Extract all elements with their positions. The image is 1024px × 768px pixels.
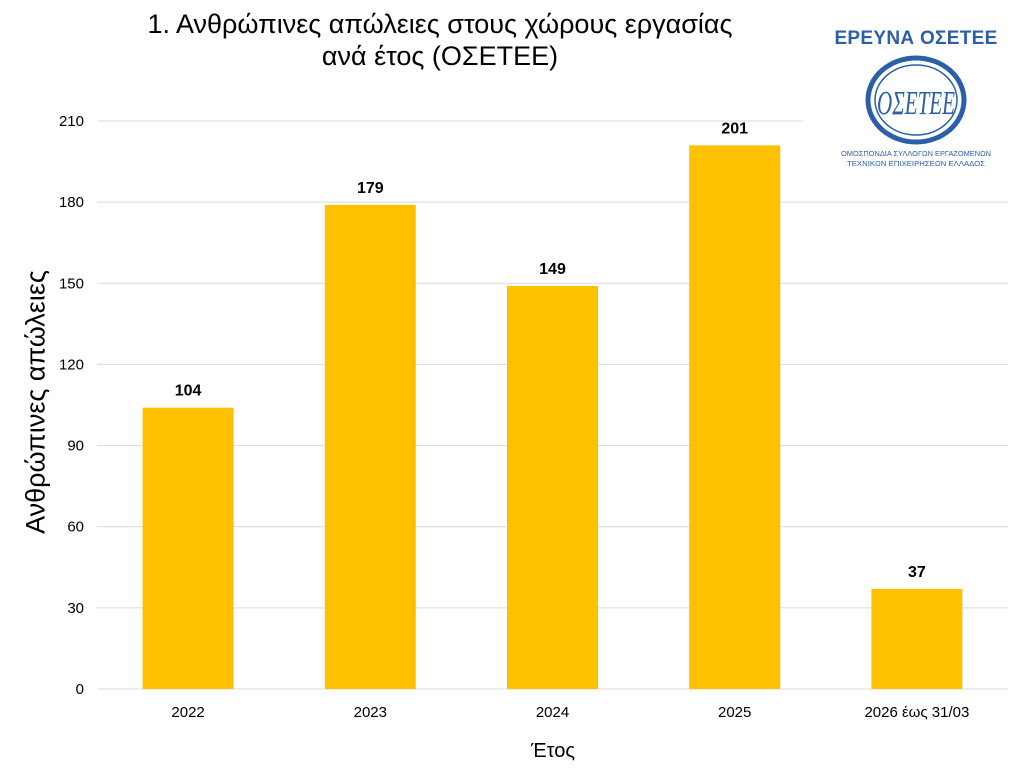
logo-caption-line-1: ΟΜΟΣΠΟΝΔΙΑ ΣΥΛΛΟΓΩΝ ΕΡΓΑΖΟΜΕΝΩΝ (841, 149, 991, 158)
y-tick-label: 30 (67, 600, 84, 617)
chart-title: 1. Ανθρώπινες απώλειες στους χώρους εργα… (60, 8, 820, 72)
chart-title-line-2: ανά έτος (ΟΣΕΤΕΕ) (321, 41, 559, 71)
x-tick-label: 2023 (354, 704, 387, 721)
x-axis-label: Έτος (530, 740, 576, 762)
bars (142, 145, 963, 690)
y-tick-label: 90 (67, 438, 84, 455)
bar-2024 (507, 285, 598, 689)
y-axis-ticks: 0 30 60 90 120 150 180 210 (59, 113, 84, 698)
x-tick-label: 2026 έως 31/03 (864, 704, 969, 721)
logo-heading: ΕΡΕΥΝΑ ΟΣΕΤΕΕ (834, 28, 998, 49)
x-tick-label: 2022 (171, 704, 204, 721)
x-axis-ticks: 2022 2023 2024 2025 2026 έως 31/03 (171, 704, 969, 721)
y-axis-label: Ανθρώπινες απώλειες (20, 270, 51, 534)
x-tick-label: 2025 (718, 704, 751, 721)
bar-2023 (324, 204, 416, 689)
emblem-text: ΟΣΕΤΕΕ (877, 85, 955, 122)
y-tick-label: 150 (59, 275, 84, 292)
data-label: 179 (357, 180, 384, 197)
data-label: 149 (539, 261, 566, 278)
y-tick-label: 180 (59, 194, 84, 211)
emblem-ring (865, 55, 967, 145)
oseteе-logo: ΕΡΕΥΝΑ ΟΣΕΤΕΕ ΟΣΕΤΕΕ ΟΜΟΣΠΟΝΔΙΑ ΣΥΛΛΟΓΩΝ… (826, 28, 1006, 178)
y-tick-label: 60 (67, 519, 84, 536)
data-label: 37 (908, 564, 926, 581)
bar-2022 (142, 407, 234, 689)
x-tick-label: 2024 (536, 704, 569, 721)
emblem-inner-ring (874, 64, 958, 136)
y-tick-label: 0 (76, 681, 84, 698)
logo-caption-line-2: ΤΕΧΝΙΚΩΝ ΕΠΙΧΕΙΡΗΣΕΩΝ ΕΛΛΑΔΟΣ (847, 159, 985, 168)
y-tick-label: 120 (59, 356, 84, 373)
y-tick-label: 210 (59, 113, 84, 130)
data-labels: 104 179 149 201 37 (175, 120, 926, 581)
bar-2025 (689, 145, 781, 690)
data-label: 104 (175, 383, 202, 400)
data-label: 201 (721, 120, 748, 137)
bar-2026-31-03 (871, 588, 963, 689)
chart-title-line-1: 1. Ανθρώπινες απώλειες στους χώρους εργα… (147, 9, 733, 39)
oseteе-emblem-icon: ΟΣΕΤΕΕ ΟΜΟΣΠΟΝΔΙΑ ΣΥΛΛΟΓΩΝ ΕΡΓΑΖΟΜΕΝΩΝ Τ… (841, 55, 991, 168)
